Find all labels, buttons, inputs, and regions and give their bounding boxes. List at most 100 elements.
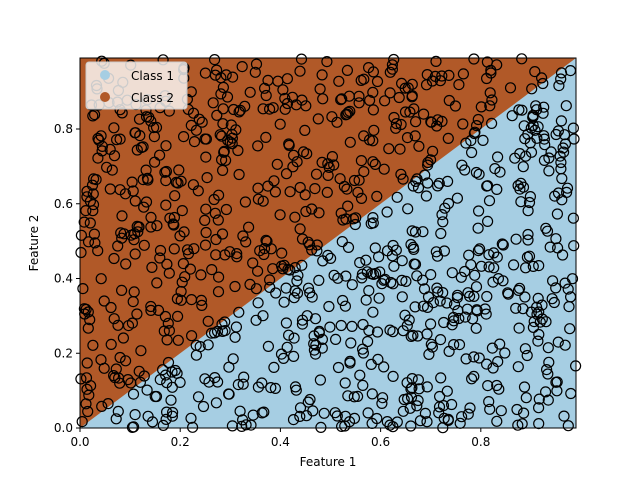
data-point-class-2 (244, 86, 256, 98)
data-point-class-2 (164, 212, 176, 224)
data-point-class-1 (203, 376, 215, 388)
data-point-class-1 (527, 260, 539, 272)
data-point-class-2 (434, 75, 446, 87)
data-point-class-1 (413, 383, 425, 395)
data-point-class-1 (308, 330, 320, 342)
data-point-class-2 (199, 214, 211, 226)
data-point-class-1 (517, 303, 529, 315)
data-point-class-2 (410, 116, 422, 128)
data-point-class-2 (280, 168, 293, 180)
data-point-class-2 (224, 246, 236, 258)
data-point-class-1 (401, 377, 413, 389)
data-point-class-2 (117, 332, 130, 344)
data-point-class-2 (211, 109, 223, 121)
data-point-class-1 (332, 272, 344, 284)
data-point-class-1 (398, 393, 410, 406)
data-point-class-1 (496, 238, 508, 250)
data-point-class-2 (201, 172, 213, 184)
data-point-class-2 (260, 131, 272, 143)
data-point-class-1 (238, 371, 250, 383)
data-point-class-2 (210, 233, 222, 246)
data-point-class-1 (550, 376, 562, 388)
data-point-class-2 (134, 130, 146, 142)
data-point-class-1 (462, 408, 474, 420)
data-point-class-1 (487, 362, 499, 374)
data-point-class-1 (346, 320, 358, 332)
data-point-class-2 (294, 223, 306, 235)
data-point-class-2 (133, 221, 145, 233)
data-point-class-1 (524, 191, 537, 203)
data-point-class-2 (394, 143, 406, 155)
data-point-class-2 (126, 176, 138, 188)
data-point-class-1 (512, 419, 524, 431)
data-point-class-1 (551, 208, 564, 220)
data-point-class-1 (481, 290, 493, 303)
data-point-class-2 (260, 234, 272, 246)
data-point-class-1 (357, 318, 369, 331)
data-point-class-1 (336, 236, 348, 248)
data-point-class-2 (396, 77, 408, 90)
data-point-class-2 (233, 106, 245, 118)
data-point-class-2 (252, 193, 264, 205)
data-point-class-2 (114, 184, 126, 196)
data-point-class-2 (418, 108, 430, 120)
data-point-class-2 (252, 265, 264, 277)
data-point-class-1 (157, 419, 169, 431)
data-point-class-2 (81, 357, 93, 369)
data-point-class-2 (371, 190, 383, 202)
data-point-class-2 (216, 154, 228, 166)
data-point-class-2 (268, 175, 280, 187)
data-point-class-1 (473, 168, 485, 180)
data-point-class-2 (486, 94, 498, 106)
data-point-class-1 (192, 391, 205, 403)
data-point-class-2 (233, 168, 245, 181)
data-point-class-2 (471, 119, 483, 132)
data-point-class-2 (240, 236, 252, 248)
data-point-class-2 (274, 118, 286, 130)
data-point-class-2 (364, 94, 376, 107)
data-point-class-2 (137, 141, 149, 153)
data-point-class-1 (411, 400, 423, 412)
data-point-class-1 (315, 421, 327, 433)
data-point-class-2 (207, 97, 219, 109)
data-point-class-1 (567, 122, 580, 134)
data-point-class-2 (95, 130, 107, 142)
data-point-class-1 (418, 283, 431, 295)
data-point-class-2 (188, 243, 200, 255)
data-point-class-1 (434, 295, 446, 307)
data-point-class-1 (270, 287, 282, 299)
data-point-class-2 (425, 154, 437, 166)
data-point-class-2 (138, 201, 150, 213)
data-point-class-2 (108, 252, 120, 265)
data-point-class-1 (540, 364, 553, 376)
y-tick-label: 0.4 (54, 272, 73, 286)
data-point-class-1 (536, 313, 548, 325)
data-point-class-1 (421, 381, 433, 393)
data-point-class-1 (522, 205, 534, 217)
data-point-class-1 (212, 376, 224, 388)
data-point-class-1 (296, 259, 308, 271)
data-point-class-2 (443, 69, 455, 82)
data-point-class-1 (252, 297, 264, 309)
data-point-class-2 (336, 93, 348, 105)
x-tick-label: 0.4 (271, 435, 290, 449)
data-point-class-2 (367, 156, 379, 168)
data-point-class-1 (219, 316, 231, 328)
data-point-class-1 (110, 413, 122, 425)
data-point-class-1 (365, 358, 377, 370)
data-point-class-1 (210, 397, 222, 409)
data-point-class-1 (391, 191, 403, 203)
data-point-class-1 (329, 407, 341, 419)
data-point-class-2 (163, 267, 175, 279)
data-point-class-1 (287, 414, 300, 426)
x-tick-label: 0.2 (171, 435, 190, 449)
data-point-class-1 (527, 321, 540, 333)
data-point-class-1 (536, 299, 548, 311)
data-point-class-2 (84, 217, 96, 229)
data-point-class-1 (483, 249, 495, 261)
data-point-class-1 (556, 194, 568, 206)
data-point-class-1 (412, 182, 425, 194)
data-point-class-2 (128, 234, 140, 246)
data-point-class-2 (81, 185, 93, 197)
